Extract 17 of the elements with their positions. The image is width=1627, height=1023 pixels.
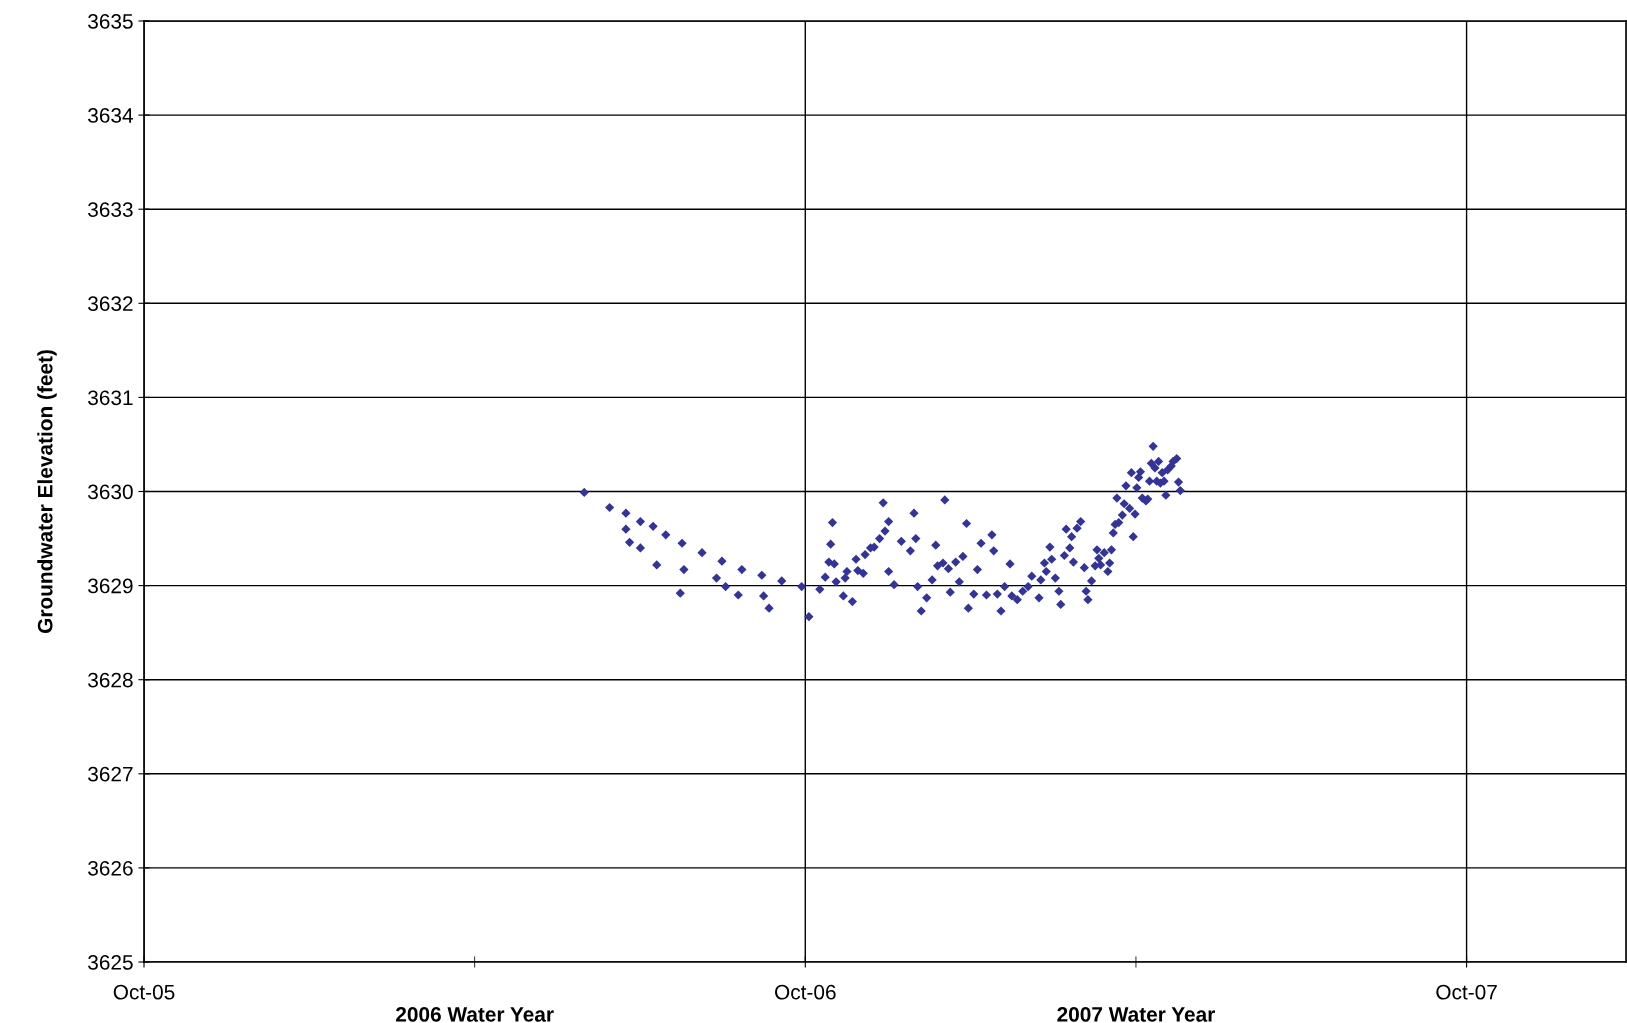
y-tick-label: 3628 [88, 672, 133, 688]
text: 2007 Water Year [1057, 1007, 1215, 1022]
y-tick-label: 3625 [88, 955, 133, 970]
x-tick-label: Oct-07 [1436, 984, 1497, 1000]
y-tick-label: 3629 [88, 578, 133, 594]
y-tick-label: 3632 [88, 296, 133, 312]
y-tick-label: 3635 [88, 14, 133, 29]
y-tick-label: 3627 [88, 766, 133, 782]
x-tick-label: Oct-06 [775, 984, 836, 1000]
y-tick-label: 3634 [88, 108, 133, 123]
y-tick-label: 3626 [88, 860, 133, 876]
y-tick-label: 3631 [88, 390, 133, 406]
y-tick-label: 3633 [88, 202, 133, 217]
y-axis-title: Groundwater Elevation (feet) [37, 350, 57, 634]
x-tick-label: Oct-05 [113, 984, 175, 1000]
text: 2006 Water Year [396, 1007, 554, 1022]
y-tick-label: 3630 [88, 484, 133, 500]
